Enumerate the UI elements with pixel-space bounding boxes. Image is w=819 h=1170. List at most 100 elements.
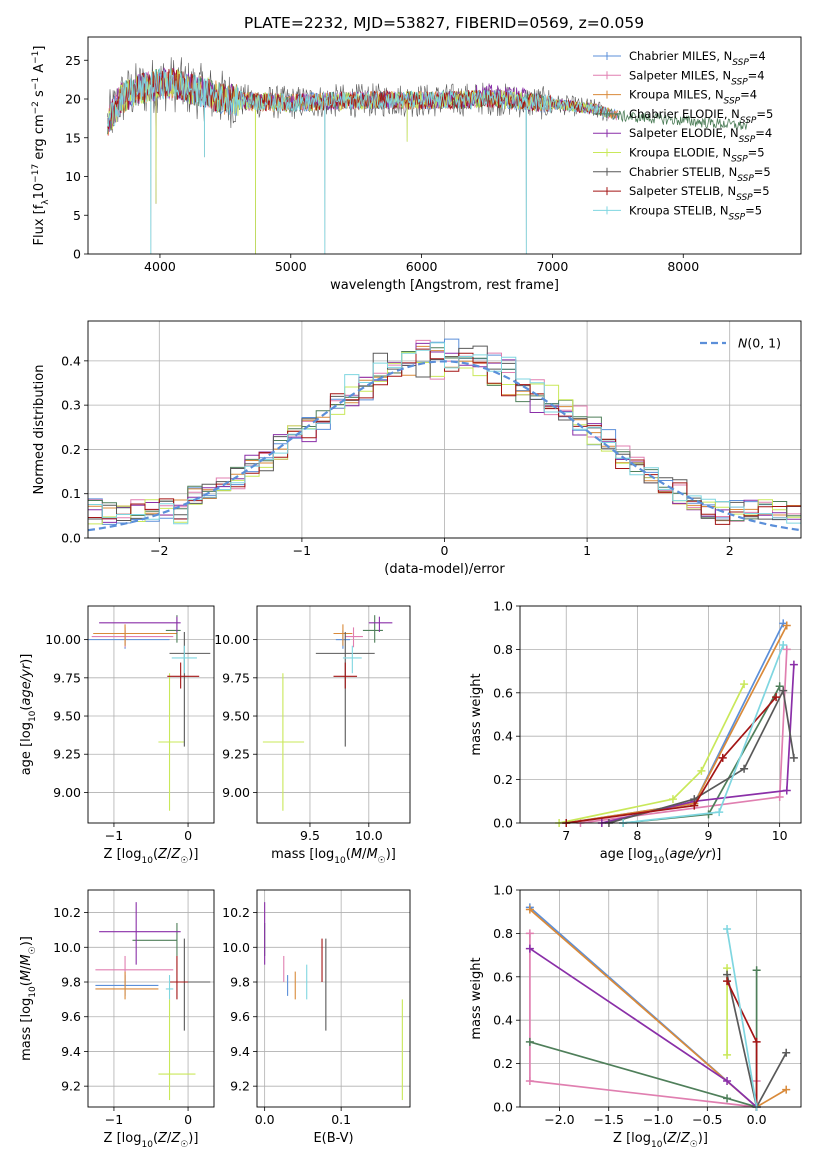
y-tick-label: 25 — [65, 53, 81, 68]
panel-mass-vs-ebv: 0.0 0.1 9.2 9.4 9.6 9.8 10.0 10.2 E(B-V) — [222, 889, 411, 1146]
x-axis-label: Z [log10(Z/Z☉)] — [104, 847, 199, 866]
weight-marker-salpeter-elodie — [782, 786, 791, 795]
x-tick-label: 0 — [184, 1112, 192, 1127]
weight-line-chabrier-elodie — [529, 970, 758, 1109]
x-tick-label: −1.5 — [594, 1112, 624, 1127]
x-tick-label: 4000 — [144, 259, 176, 274]
weight-marker-kroupa-stelib — [715, 808, 724, 817]
y-tick-label: 10.0 — [53, 940, 81, 955]
axes-frame — [87, 36, 802, 255]
x-tick-label: 7000 — [537, 259, 569, 274]
weight-marker-salpeter-miles — [525, 929, 534, 938]
legend-label-kroupa-miles: Kroupa MILES, NSSP=4 — [629, 88, 757, 107]
y-tick-label: 10.2 — [53, 905, 81, 920]
y-tick-label: 0.0 — [493, 1100, 513, 1115]
panel-massweight-vs-z: −2.0 −1.5 −1.0 −0.5 0.0 0.0 0.2 0.4 0.6 0.8 1.0 Z [… — [469, 883, 802, 1150]
x-axis-label: (data-model)/error — [384, 562, 505, 577]
weight-marker-salpeter-miles — [782, 645, 791, 654]
x-tick-label: 2 — [726, 543, 734, 558]
legend-label-salpeter-miles: Salpeter MILES, NSSP=4 — [629, 68, 765, 87]
y-tick-label: 9.4 — [230, 1044, 250, 1059]
weight-marker-chabrier-stelib — [782, 1048, 791, 1057]
y-tick-label: 9.4 — [61, 1044, 81, 1059]
weight-marker-kroupa-elodie — [723, 1050, 732, 1059]
weight-marker-salpeter-miles — [775, 792, 784, 801]
weight-marker-salpeter-stelib — [752, 1037, 761, 1046]
legend-label-salpeter-elodie: Salpeter ELODIE, NSSP=4 — [629, 126, 772, 145]
x-tick-label: 0.1 — [331, 1112, 351, 1127]
panel-spectrum: 4000 5000 6000 7000 8000 0 5 10 15 20 25 Chabrier M… — [31, 36, 802, 293]
y-tick-label: 0.4 — [493, 729, 513, 744]
y-tick-label: 20 — [65, 92, 81, 107]
y-tick-label: 9.25 — [222, 747, 250, 762]
y-tick-label: 9.8 — [61, 975, 81, 990]
panel-age-vs-z: −1 0 9.00 9.25 9.50 9.75 10.00 Z [log10(Z/Z☉)] a… — [19, 605, 215, 866]
weight-marker-salpeter-stelib — [723, 977, 732, 986]
x-axis-label: E(B-V) — [313, 1131, 353, 1146]
weight-marker-salpeter-elodie — [789, 660, 798, 669]
x-tick-label: 0 — [184, 828, 192, 843]
y-tick-label: 0.1 — [61, 486, 81, 501]
x-tick-label: 5000 — [275, 259, 307, 274]
weight-marker-chabrier-elodie — [723, 1094, 732, 1103]
axes-frame — [519, 605, 802, 824]
legend-label-salpeter-stelib: Salpeter STELIB, NSSP=5 — [629, 184, 770, 203]
weight-marker-kroupa-stelib — [779, 641, 788, 650]
axes-frame — [87, 320, 802, 539]
y-tick-label: 10.00 — [214, 632, 250, 647]
y-tick-label: 1.0 — [493, 883, 513, 898]
x-tick-label: 8 — [633, 828, 641, 843]
weight-line-chabrier-elodie — [623, 685, 781, 824]
y-tick-label: 9.00 — [53, 785, 81, 800]
weight-marker-salpeter-stelib — [772, 693, 781, 702]
axes-frame — [256, 605, 411, 824]
y-tick-label: 9.00 — [222, 785, 250, 800]
normal-curve — [87, 360, 802, 532]
y-tick-label: 0.4 — [61, 353, 81, 368]
y-tick-label: 10 — [65, 169, 81, 184]
legend-label-chabrier-stelib: Chabrier STELIB, NSSP=5 — [629, 165, 771, 184]
x-axis-label: Z [log10(Z/Z☉)] — [104, 1131, 199, 1150]
y-axis-label: age [log10(age/yr)] — [19, 654, 38, 776]
weight-marker-chabrier-stelib — [740, 764, 749, 773]
y-tick-label: 0.2 — [61, 442, 81, 457]
weight-marker-kroupa-stelib — [723, 925, 732, 934]
weight-marker-chabrier-stelib — [789, 753, 798, 762]
weight-marker-chabrier-elodie — [775, 682, 784, 691]
x-tick-label: 0.0 — [747, 1112, 767, 1127]
y-tick-label: 15 — [65, 130, 81, 145]
weight-marker-kroupa-elodie — [740, 680, 749, 689]
weight-marker-salpeter-miles — [525, 1076, 534, 1085]
y-tick-label: 1.0 — [493, 599, 513, 614]
x-axis-label: wavelength [Angstrom, rest frame] — [330, 278, 559, 293]
legend-label-chabrier-elodie: Chabrier ELODIE, NSSP=5 — [629, 107, 773, 126]
x-tick-label: 6000 — [406, 259, 438, 274]
x-tick-label: 10.0 — [355, 828, 383, 843]
y-tick-label: 9.8 — [230, 975, 250, 990]
y-tick-label: 9.50 — [53, 709, 81, 724]
y-tick-label: 9.2 — [230, 1079, 250, 1094]
x-tick-label: 0.0 — [255, 1112, 275, 1127]
x-tick-label: −2 — [150, 543, 168, 558]
y-axis-label: mass weight — [469, 957, 484, 1039]
panel-age-vs-mass: 9.5 10.0 9.00 9.25 9.50 9.75 10.00 mass [log10(… — [214, 605, 411, 866]
weight-marker-salpeter-elodie — [723, 1076, 732, 1085]
x-tick-label: −2.0 — [544, 1112, 574, 1127]
y-tick-label: 0.3 — [61, 398, 81, 413]
x-tick-label: −1 — [105, 1112, 123, 1127]
y-tick-label: 0 — [73, 247, 81, 262]
y-tick-label: 10.00 — [45, 632, 81, 647]
spectrum-series-kroupa-stelib — [107, 68, 609, 254]
weight-marker-salpeter-stelib — [690, 801, 699, 810]
axes-frame — [256, 889, 411, 1108]
weight-marker-kroupa-miles — [782, 621, 791, 630]
y-tick-label: 9.25 — [53, 747, 81, 762]
weight-line-kroupa-stelib — [726, 928, 758, 1108]
y-tick-label: 0.0 — [61, 531, 81, 546]
weight-marker-kroupa-miles — [782, 1085, 791, 1094]
y-tick-label: 0.2 — [493, 772, 513, 787]
y-tick-label: 9.75 — [53, 670, 81, 685]
weight-marker-chabrier-elodie — [525, 1037, 534, 1046]
x-axis-label: Z [log10(Z/Z☉)] — [613, 1131, 708, 1150]
